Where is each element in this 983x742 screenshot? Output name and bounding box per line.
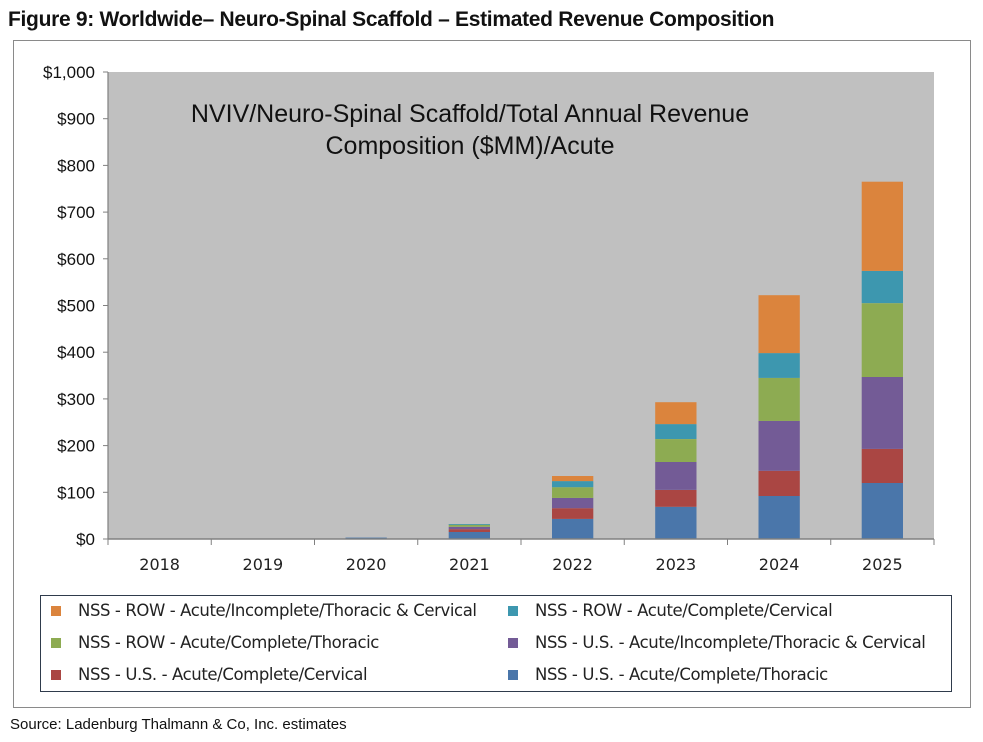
x-tick-label-2022: 2022	[552, 555, 593, 574]
legend-label: NSS - U.S. - Acute/Incomplete/Thoracic &…	[535, 633, 926, 652]
x-tick-label-2023: 2023	[656, 555, 697, 574]
bar-segment-2024-series-4	[758, 353, 800, 378]
bar-segment-2025-series-2	[861, 377, 903, 449]
bar-segment-2025-series-0	[861, 483, 903, 539]
legend-label: NSS - U.S. - Acute/Complete/Thoracic	[535, 665, 828, 684]
bar-segment-2022-series-1	[552, 508, 594, 519]
y-tick-label: $700	[57, 203, 95, 222]
x-tick-label-2020: 2020	[346, 555, 387, 574]
bar-segment-2021-series-2	[448, 526, 490, 530]
legend-item: NSS - U.S. - Acute/Complete/Thoracic	[508, 665, 828, 684]
bar-segment-2023-series-5	[655, 402, 697, 425]
bar-segment-2021-series-1	[448, 529, 490, 532]
bar-segment-2022-series-2	[552, 497, 594, 509]
bar-segment-2024-series-3	[758, 377, 800, 421]
y-tick-label: $500	[57, 297, 95, 316]
x-tick-label-2025: 2025	[862, 555, 903, 574]
bar-segment-2022-series-4	[552, 481, 594, 488]
bar-segment-2025-series-5	[861, 181, 903, 271]
legend-item: NSS - ROW - Acute/Complete/Thoracic	[51, 633, 379, 652]
y-tick-label: $600	[57, 250, 95, 269]
x-tick-label-2024: 2024	[759, 555, 800, 574]
bar-segment-2021-series-0	[448, 532, 490, 539]
legend-label: NSS - ROW - Acute/Complete/Cervical	[535, 601, 833, 620]
y-tick-label: $100	[57, 483, 95, 502]
x-tick-label-2018: 2018	[139, 555, 180, 574]
figure-title: Figure 9: Worldwide– Neuro-Spinal Scaffo…	[8, 8, 775, 31]
bar-segment-2025-series-3	[861, 303, 903, 377]
x-tick-label-2019: 2019	[243, 555, 284, 574]
legend-label: NSS - U.S. - Acute/Complete/Cervical	[78, 665, 368, 684]
bar-segment-2025-series-4	[861, 270, 903, 304]
y-tick-label: $200	[57, 437, 95, 456]
legend-swatch	[508, 637, 518, 648]
bar-segment-2021-series-4	[448, 524, 490, 525]
bar-segment-2023-series-0	[655, 506, 697, 539]
bar-segment-2023-series-3	[655, 439, 697, 462]
legend-swatch	[508, 605, 518, 616]
legend-label: NSS - ROW - Acute/Complete/Thoracic	[78, 633, 379, 652]
chart-title-line-1: NVIV/Neuro-Spinal Scaffold/Total Annual …	[191, 100, 749, 128]
legend-swatch	[51, 605, 61, 616]
bar-segment-2024-series-1	[758, 470, 800, 496]
source-note: Source: Ladenburg Thalmann & Co, Inc. es…	[10, 716, 347, 733]
legend-item: NSS - U.S. - Acute/Complete/Cervical	[51, 665, 368, 684]
bar-segment-2024-series-5	[758, 295, 800, 354]
y-tick-label: $900	[57, 110, 95, 129]
bar-segment-2024-series-2	[758, 420, 800, 471]
legend-item: NSS - U.S. - Acute/Incomplete/Thoracic &…	[508, 633, 926, 652]
legend-swatch	[51, 669, 61, 680]
bars-group	[345, 181, 903, 539]
y-tick-label: $400	[57, 343, 95, 362]
y-tick-label: $0	[76, 530, 95, 549]
y-tick-label: $800	[57, 156, 95, 175]
legend-swatch	[508, 669, 518, 680]
bar-segment-2022-series-0	[552, 518, 594, 539]
chart-title-line-2: Composition ($MM)/Acute	[326, 132, 615, 160]
legend: NSS - ROW - Acute/Incomplete/Thoracic & …	[40, 595, 952, 692]
legend-item: NSS - ROW - Acute/Complete/Cervical	[508, 601, 833, 620]
x-tick-label-2021: 2021	[449, 555, 490, 574]
y-tick-label: $1,000	[43, 63, 95, 82]
bar-segment-2024-series-0	[758, 496, 800, 539]
axes-group: $0 $100 $200 $300 $400 $500 $600 $700 $800 $900 $1…	[43, 63, 935, 574]
legend-label: NSS - ROW - Acute/Incomplete/Thoracic & …	[78, 601, 477, 620]
bar-segment-2021-series-3	[448, 524, 490, 527]
bar-segment-2025-series-1	[861, 448, 903, 483]
legend-swatch	[51, 637, 61, 648]
bar-segment-2022-series-5	[552, 476, 594, 482]
bar-segment-2022-series-3	[552, 487, 594, 498]
bar-segment-2023-series-1	[655, 490, 697, 507]
bar-segment-2023-series-2	[655, 461, 697, 490]
legend-item: NSS - ROW - Acute/Incomplete/Thoracic & …	[51, 601, 477, 620]
bar-segment-2023-series-4	[655, 424, 697, 439]
y-tick-label: $300	[57, 390, 95, 409]
